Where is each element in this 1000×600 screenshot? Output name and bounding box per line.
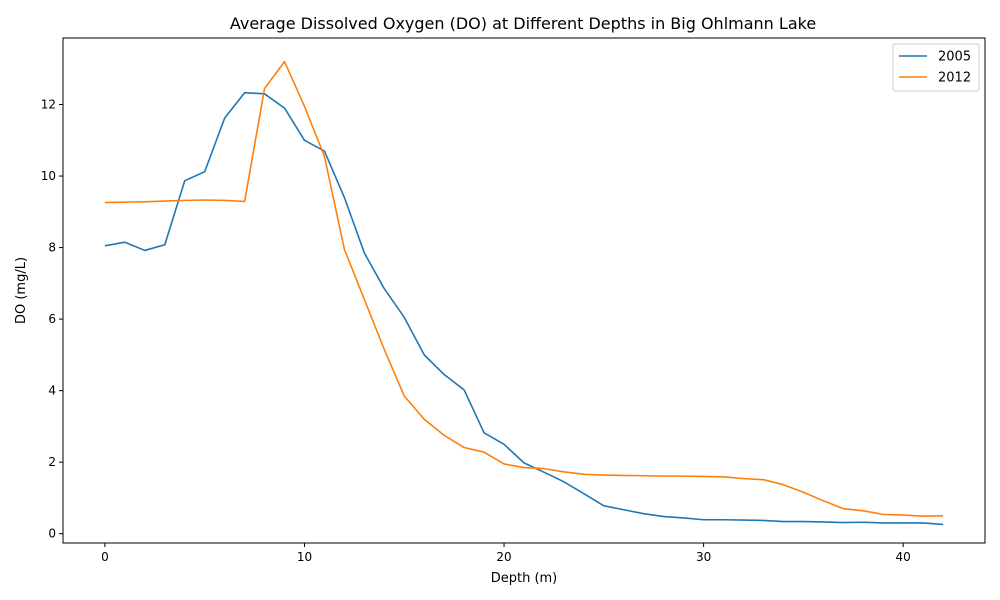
x-axis: 0 10 20 30 40 [101,543,911,564]
y-tick-label: 12 [41,98,56,112]
legend: 2005 2012 [892,43,980,92]
y-tick-label: 6 [48,312,56,326]
plot-frame [62,37,986,544]
legend-label-2005: 2005 [938,50,971,65]
chart-title: Average Dissolved Oxygen (DO) at Differe… [230,14,816,33]
y-tick-label: 10 [41,169,56,183]
y-axis-label: DO (mg/L) [14,257,29,324]
legend-label-2012: 2012 [938,71,971,86]
y-axis: 0 2 4 6 8 10 12 [41,98,63,541]
y-tick-label: 8 [48,241,56,255]
series-line-2012 [104,60,944,517]
x-tick-label: 10 [297,550,312,564]
series-line-2005 [104,91,944,526]
x-tick-label: 0 [101,550,109,564]
y-tick-label: 0 [48,527,56,541]
x-tick-label: 20 [496,550,511,564]
x-axis-label: Depth (m) [491,571,558,586]
plot-area [62,37,986,544]
plot-background [63,38,985,543]
x-tick-label: 30 [696,550,711,564]
y-tick-label: 4 [48,384,56,398]
series-layer [104,60,944,526]
y-tick-label: 2 [48,455,56,469]
x-tick-label: 40 [896,550,911,564]
